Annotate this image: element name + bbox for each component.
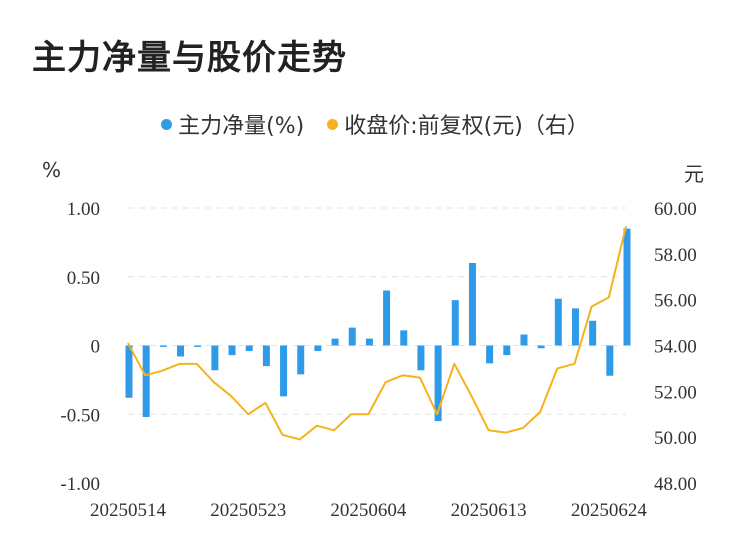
bar (623, 228, 631, 346)
bar (486, 345, 494, 364)
line-point (230, 395, 232, 397)
bar (383, 290, 391, 346)
line-point (161, 370, 163, 372)
bar (589, 320, 597, 346)
line-point (539, 411, 541, 413)
line-point (247, 413, 249, 415)
bar (245, 345, 253, 351)
bar (262, 345, 270, 367)
line-point (453, 363, 455, 365)
right-axis-unit: 元 (684, 162, 704, 186)
grid-layer (128, 207, 626, 415)
bar (125, 345, 133, 398)
y-right-tick-label: 60.00 (654, 199, 697, 220)
y-left-tick-label: 1.00 (67, 199, 100, 220)
y-right-tick-label: 50.00 (654, 428, 697, 449)
line-point (333, 429, 335, 431)
bar (554, 298, 562, 346)
x-tick-label: 20250613 (451, 500, 527, 521)
line-point (436, 413, 438, 415)
axis-labels: 1.00 0.50 0 -0.50 -1.00 60.00 58.00 56.00 54.00 5… (60, 199, 696, 521)
line-point (350, 413, 352, 415)
line-point (573, 363, 575, 365)
x-tick-label: 20250523 (210, 500, 286, 521)
bar (451, 300, 459, 346)
bar (331, 338, 339, 346)
bar (468, 263, 476, 346)
y-right-tick-label: 54.00 (654, 337, 697, 358)
line-point (488, 429, 490, 431)
line-point (196, 363, 198, 365)
bar (194, 345, 202, 347)
y-right-tick-label: 56.00 (654, 291, 697, 312)
chart-title: 主力净量与股价走势 (32, 38, 347, 78)
bar (571, 308, 579, 346)
bar (434, 345, 442, 422)
legend-line-swatch (327, 118, 339, 130)
bar (606, 345, 614, 376)
left-axis-unit: % (42, 158, 62, 182)
y-left-tick-label: 0.50 (67, 268, 100, 289)
line-series (127, 225, 627, 441)
line-point (367, 413, 369, 415)
bar (348, 327, 356, 346)
line-point (264, 402, 266, 404)
line-point (556, 367, 558, 369)
y-right-tick-label: 48.00 (654, 474, 697, 495)
line-point (625, 225, 627, 227)
line-point (316, 425, 318, 427)
bar (314, 345, 322, 351)
line-point (282, 434, 284, 436)
line-point (385, 381, 387, 383)
bar (400, 330, 408, 346)
line-point (127, 342, 129, 344)
line-point (505, 432, 507, 434)
line-point (179, 363, 181, 365)
line-point (591, 306, 593, 308)
bar (159, 345, 167, 347)
legend-bar-swatch (161, 118, 173, 130)
y-right-tick-label: 58.00 (654, 245, 697, 266)
y-left-tick-label: 0 (91, 337, 101, 358)
x-tick-label: 20250514 (90, 500, 167, 521)
bar (417, 345, 425, 371)
line-point (144, 374, 146, 376)
bar (520, 334, 528, 346)
line-point (522, 427, 524, 429)
bar (142, 345, 150, 417)
y-left-tick-label: -0.50 (60, 405, 100, 426)
legend-item-line[interactable]: 收盘价:前复权(元)（右） (327, 108, 589, 140)
bar (503, 345, 511, 356)
y-right-tick-label: 52.00 (654, 382, 697, 403)
legend-line-label: 收盘价:前复权(元)（右） (344, 114, 589, 139)
bar-series (125, 228, 631, 422)
x-tick-label: 20250624 (571, 500, 648, 521)
line-point (299, 438, 301, 440)
legend-bar-label: 主力净量(%) (178, 114, 305, 139)
line-point (213, 381, 215, 383)
bar (228, 345, 236, 356)
legend-item-bar[interactable]: 主力净量(%) (161, 108, 304, 140)
bar (177, 345, 185, 357)
y-left-tick-label: -1.00 (60, 474, 100, 495)
line-point (419, 377, 421, 379)
line-point (470, 395, 472, 397)
bar (211, 345, 219, 371)
line-point (402, 374, 404, 376)
price-line (127, 226, 627, 441)
legend: 主力净量(%) 收盘价:前复权(元)（右） (0, 108, 750, 140)
bar (537, 345, 545, 349)
bar (280, 345, 288, 397)
bar (297, 345, 305, 375)
bar (365, 338, 373, 346)
line-point (608, 296, 610, 298)
x-tick-label: 20250604 (330, 500, 407, 521)
